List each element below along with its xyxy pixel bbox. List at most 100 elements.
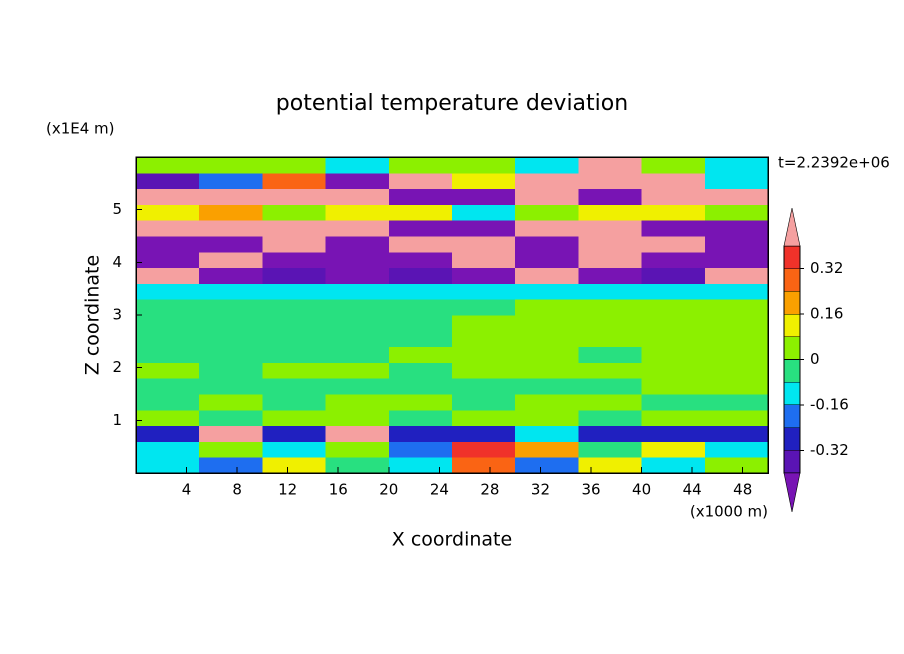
contour-cell [515, 157, 579, 174]
contour-cell [578, 362, 643, 379]
contour-cell [136, 172, 200, 190]
contour-cell [262, 283, 327, 300]
contour-cell [325, 204, 390, 221]
contour-cell [388, 251, 453, 269]
contour-cell [325, 267, 390, 284]
contour-cell [388, 299, 453, 316]
contour-cell [136, 441, 200, 458]
colorbar-segment [783, 449, 801, 474]
colorbar-segment [783, 268, 801, 292]
contour-cell [388, 236, 453, 253]
contour-cell [641, 346, 706, 363]
colorbar-segment [783, 381, 801, 406]
contour-cell [262, 315, 327, 332]
contour-cell [704, 457, 769, 474]
contour-cell [325, 330, 390, 348]
contour-cell [199, 251, 263, 269]
contour-cell [578, 441, 643, 458]
colorbar-label: -0.32 [810, 441, 849, 459]
contour-cell [388, 283, 453, 300]
contour-cell [262, 362, 327, 379]
contour-cell [199, 315, 263, 332]
contour-cell [641, 378, 706, 395]
contour-cell [262, 204, 327, 221]
contour-cell [388, 441, 453, 458]
contour-cell [452, 362, 516, 379]
contour-cell [262, 409, 327, 427]
x-tick-label: 44 [683, 481, 702, 499]
contour-cell [136, 299, 200, 316]
contour-cell [452, 283, 516, 300]
contour-cell [578, 394, 643, 411]
contour-cell [452, 315, 516, 332]
contour-cell [452, 172, 516, 190]
contour-cell [388, 188, 453, 205]
contour-cell [452, 157, 516, 174]
contour-cell [262, 251, 327, 269]
colorbar-label: -0.16 [810, 395, 849, 413]
contour-cell [704, 425, 769, 442]
contour-cell [641, 188, 706, 205]
colorbar-label: 0 [810, 350, 820, 368]
contour-cell [515, 409, 579, 427]
contour-cell [641, 425, 706, 442]
y-tick-label: 1 [112, 411, 122, 429]
contour-cell [325, 188, 390, 205]
contour-cell [325, 315, 390, 332]
contour-cell [704, 346, 769, 363]
contour-cell [515, 172, 579, 190]
contour-cell [262, 457, 327, 474]
contour-cell [515, 457, 579, 474]
colorbar-top [783, 207, 801, 247]
contour-cell [199, 330, 263, 348]
contour-cell [515, 330, 579, 348]
contour-cell [136, 315, 200, 332]
contour-cell [262, 394, 327, 411]
contour-cell [325, 299, 390, 316]
contour-cell [388, 330, 453, 348]
contour-cell [578, 157, 643, 174]
contour-cell [452, 236, 516, 253]
y-tick-label: 3 [112, 306, 122, 324]
contour-cell [199, 172, 263, 190]
contour-cell [641, 409, 706, 427]
contour-cell [388, 457, 453, 474]
contour-cell [136, 330, 200, 348]
contour-cell [578, 188, 643, 205]
contour-cell [704, 267, 769, 284]
contour-cell [641, 236, 706, 253]
contour-cell [578, 315, 643, 332]
contour-cell [388, 394, 453, 411]
contour-cell [515, 236, 579, 253]
y-axis-title: Z coordinate [82, 255, 104, 375]
contour-cell [199, 409, 263, 427]
contour-cell [452, 441, 516, 458]
contour-cell [262, 425, 327, 442]
contour-cell [578, 457, 643, 474]
contour-cell [199, 236, 263, 253]
contour-cell [136, 394, 200, 411]
contour-cell [704, 204, 769, 221]
contour-cell [704, 188, 769, 205]
contour-cell [578, 378, 643, 395]
contour-cell [388, 425, 453, 442]
contour-cell [704, 330, 769, 348]
contour-cell [325, 346, 390, 363]
contour-cell [704, 220, 769, 237]
contour-cell [388, 315, 453, 332]
contour-cell [578, 172, 643, 190]
x-tick-label: 40 [632, 481, 651, 499]
contour-cell [515, 283, 579, 300]
contour-cell [515, 362, 579, 379]
contour-cell [515, 299, 579, 316]
contour-cell [388, 157, 453, 174]
contour-cell [641, 220, 706, 237]
contour-cell [136, 457, 200, 474]
contour-cell [199, 394, 263, 411]
contour-cell [262, 378, 327, 395]
contour-cell [325, 394, 390, 411]
contour-cell [641, 362, 706, 379]
contour-cell [262, 330, 327, 348]
contour-cell [704, 283, 769, 300]
contour-cell [704, 378, 769, 395]
